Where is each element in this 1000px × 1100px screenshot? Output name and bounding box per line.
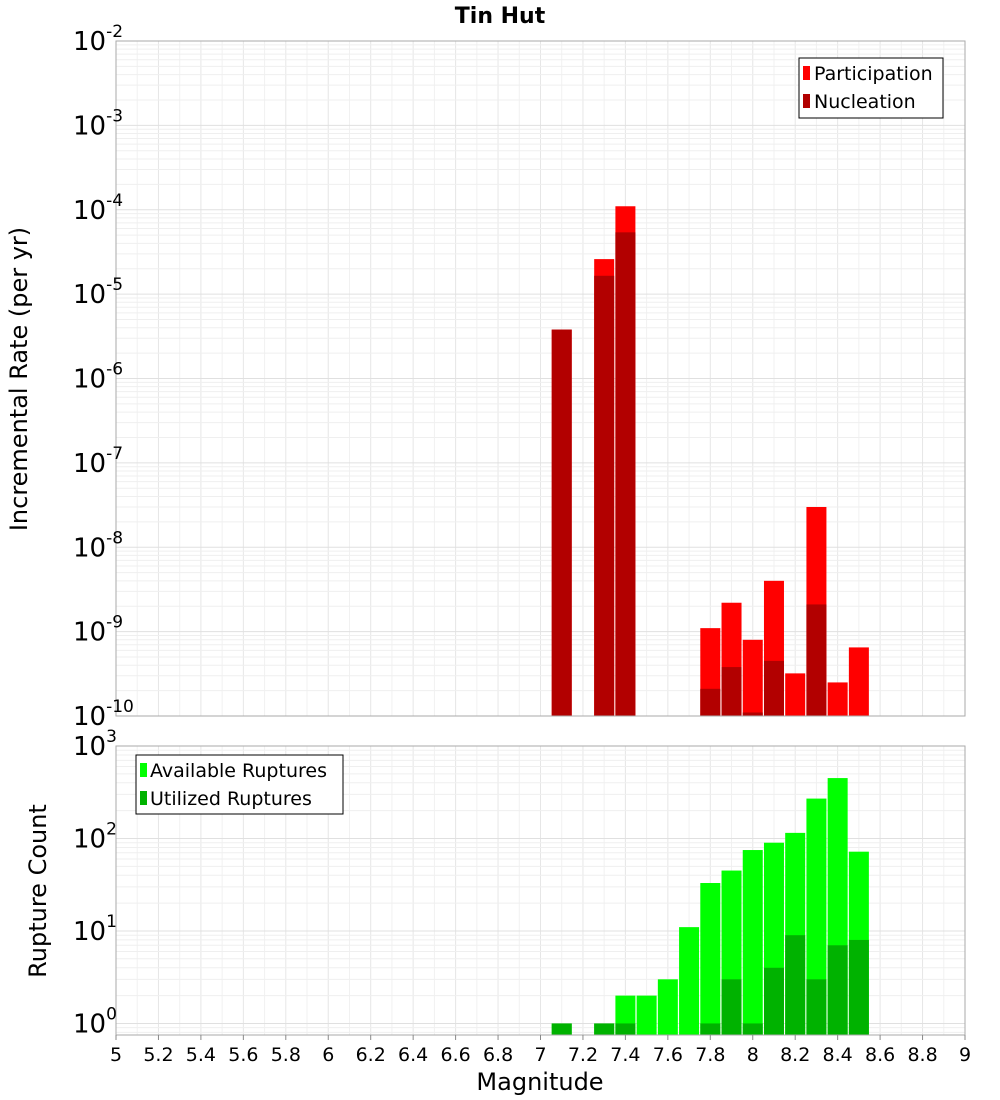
x-tick-label: 8 [747,1044,759,1066]
legend-swatch-utilized [140,791,147,805]
count-bar-secondary [721,979,742,1035]
count-bar-primary [636,995,657,1035]
top-y-axis-label: Incremental Rate (per yr) [5,227,33,531]
rate-bar-secondary [700,688,721,716]
count-bar-secondary [742,1023,763,1035]
count-bar-secondary [551,1023,572,1035]
bottom-y-ticks: 100 101 102 103 [73,727,117,1039]
x-tick-label: 7.6 [653,1044,683,1066]
rate-bar-secondary [763,660,784,716]
count-bar-primary [679,927,700,1035]
rate-bar-primary [827,682,848,716]
count-bar-secondary [700,1023,721,1035]
count-bar-primary [700,883,721,1035]
top-y-tick-label: 10-10 [73,697,134,732]
bottom-y-tick-label: 102 [73,819,117,854]
rate-bar-primary [742,639,763,716]
top-y-tick-label: 10-7 [73,444,123,479]
bottom-legend: Available Ruptures Utilized Ruptures [135,754,344,815]
x-tick-label: 5.8 [271,1044,301,1066]
x-tick-label: 5.6 [228,1044,258,1066]
chart-title: Tin Hut [455,4,546,29]
top-legend-box [798,57,944,119]
rate-bar-secondary [615,232,636,716]
top-legend: Participation Nucleation [798,57,944,119]
count-bar-secondary [615,1023,636,1035]
legend-label-nucleation: Nucleation [814,91,916,113]
rate-bar-secondary [721,667,742,716]
bottom-bars [551,778,869,1035]
rate-bar-primary [785,673,806,716]
rate-bar-secondary [806,604,827,716]
x-tick-label: 6 [322,1044,334,1066]
rate-bar-primary [848,647,869,716]
count-bar-secondary [594,1023,615,1035]
top-y-ticks: 10-10 10-9 10-8 10-7 10-6 10-5 10-4 10-3 10-2 [73,22,134,732]
top-y-tick-label: 10-4 [73,191,123,226]
x-tick-label: 7 [534,1044,546,1066]
x-tick-label: 5.4 [186,1044,216,1066]
x-tick-label: 6.8 [483,1044,513,1066]
count-bar-primary [806,798,827,1035]
bottom-y-tick-label: 103 [73,727,117,762]
x-tick-label: 6.4 [398,1044,428,1066]
bottom-legend-box [135,754,344,815]
top-y-tick-label: 10-5 [73,275,123,310]
x-tick-label: 8.4 [823,1044,853,1066]
top-plot-frame [115,40,966,717]
x-tick-label: 8.2 [780,1044,810,1066]
top-y-tick-label: 10-8 [73,528,123,563]
top-panel: 10-10 10-9 10-8 10-7 10-6 10-5 10-4 10-3 10-2 In… [5,22,966,732]
x-axis-ticks: 5 5.2 5.4 5.6 5.8 6 6.2 6.4 6.6 6.8 7 7.2 7.4 7.6 7.8 8… [110,1035,971,1066]
x-tick-label: 5 [110,1044,122,1066]
x-tick-label: 6.2 [356,1044,386,1066]
x-tick-label: 9 [959,1044,971,1066]
count-bar-secondary [785,935,806,1035]
bottom-y-tick-label: 100 [73,1004,117,1039]
x-tick-label: 8.6 [865,1044,895,1066]
top-y-tick-label: 10-6 [73,360,123,395]
legend-label-available: Available Ruptures [150,760,327,782]
count-bar-secondary [848,939,869,1035]
x-tick-label: 7.4 [610,1044,640,1066]
x-tick-label: 6.6 [440,1044,470,1066]
rate-bar-secondary [594,275,615,716]
bottom-panel: 100 101 102 103 Rupture Count Available Rup… [24,727,966,1039]
legend-swatch-nucleation [803,94,810,108]
x-tick-label: 7.2 [568,1044,598,1066]
count-bar-primary [657,979,678,1035]
top-y-tick-label: 10-2 [73,22,123,57]
count-bar-secondary [763,967,784,1035]
count-bar-primary [742,850,763,1035]
bottom-y-tick-label: 101 [73,912,117,947]
rate-bar-secondary [551,329,572,716]
top-bars [551,206,869,716]
bottom-y-axis-label: Rupture Count [24,804,52,978]
count-bar-secondary [806,979,827,1035]
top-grid [115,40,966,717]
x-axis-label: Magnitude [476,1068,603,1096]
x-tick-label: 5.2 [143,1044,173,1066]
legend-swatch-available [140,763,147,777]
top-y-tick-label: 10-9 [73,613,123,648]
x-tick-label: 8.8 [907,1044,937,1066]
x-tick-label: 7.8 [695,1044,725,1066]
legend-label-utilized: Utilized Ruptures [150,788,312,810]
count-bar-secondary [827,945,848,1035]
legend-label-participation: Participation [814,63,933,85]
rate-bar-secondary [742,712,763,716]
top-y-tick-label: 10-3 [73,106,123,141]
legend-swatch-participation [803,66,810,80]
